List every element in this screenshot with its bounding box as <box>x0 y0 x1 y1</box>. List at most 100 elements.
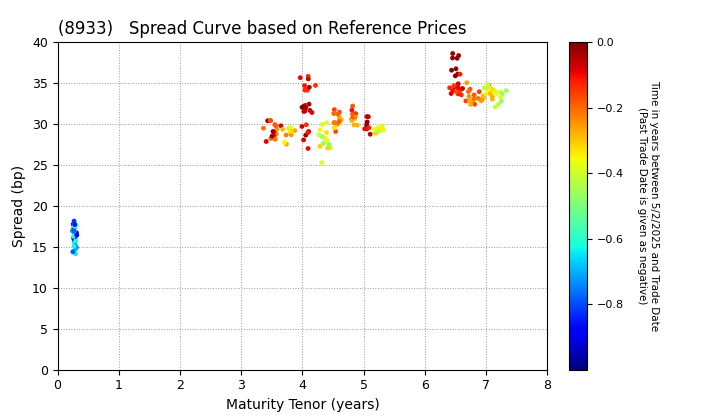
Point <box>300 121 312 128</box>
Point <box>67 249 78 255</box>
Point <box>347 102 359 109</box>
Point <box>306 109 318 116</box>
Point <box>475 97 487 104</box>
Point <box>69 242 81 249</box>
Point <box>331 121 343 128</box>
Point <box>303 101 315 108</box>
Point <box>297 104 308 110</box>
Point <box>453 52 464 59</box>
Point <box>349 116 361 122</box>
Point <box>267 128 279 135</box>
Point <box>319 135 330 142</box>
Point <box>346 107 358 113</box>
Point <box>452 71 464 77</box>
Point <box>464 97 475 104</box>
Point <box>300 132 312 139</box>
Point <box>487 96 498 102</box>
Point <box>303 128 315 135</box>
Point <box>451 88 462 95</box>
Point <box>300 87 311 94</box>
Point <box>325 144 336 151</box>
Point <box>269 129 280 136</box>
Point <box>370 130 382 136</box>
Point <box>300 104 312 111</box>
Point <box>328 124 340 131</box>
Point <box>495 94 506 100</box>
Point <box>67 228 78 234</box>
Point <box>376 125 387 132</box>
Point <box>69 234 81 241</box>
Point <box>269 136 281 143</box>
Point <box>265 135 276 142</box>
Point <box>346 116 357 122</box>
Point <box>346 111 358 118</box>
Point <box>277 126 289 133</box>
Point <box>70 232 81 239</box>
Point <box>360 125 372 132</box>
Point <box>69 238 81 244</box>
Point <box>316 159 328 166</box>
Point <box>269 135 281 142</box>
Point <box>351 122 363 129</box>
Point <box>262 118 274 124</box>
Point <box>315 126 326 133</box>
Point <box>460 97 472 104</box>
Point <box>449 73 461 79</box>
Point <box>469 92 480 98</box>
Point <box>270 123 282 129</box>
Text: Time in years between 5/2/2025 and Trade Date
(Past Trade Date is given as negat: Time in years between 5/2/2025 and Trade… <box>637 80 659 331</box>
Point <box>490 91 501 97</box>
Point <box>465 101 477 108</box>
Point <box>323 141 335 148</box>
Point <box>298 108 310 115</box>
Point <box>447 55 459 61</box>
Point <box>363 113 374 120</box>
Point <box>451 55 463 62</box>
Point <box>71 232 83 239</box>
Point <box>478 94 490 101</box>
Point <box>330 128 341 135</box>
Point <box>68 228 79 234</box>
Point <box>472 95 484 102</box>
Point <box>361 126 372 132</box>
Point <box>454 71 466 78</box>
Point <box>495 89 506 95</box>
Point <box>320 129 332 136</box>
Point <box>275 122 287 129</box>
Point <box>483 82 495 89</box>
Point <box>69 221 81 228</box>
Point <box>302 73 314 80</box>
Point <box>298 136 310 143</box>
Point <box>456 85 468 92</box>
Point <box>321 119 333 126</box>
Point <box>281 141 292 147</box>
Point <box>68 223 80 230</box>
Point <box>336 116 347 123</box>
Point <box>478 84 490 91</box>
Point <box>304 107 315 114</box>
Point <box>71 229 82 236</box>
Point <box>444 84 455 91</box>
Point <box>68 221 79 228</box>
Point <box>68 229 80 236</box>
Point <box>258 125 269 131</box>
Point <box>313 132 325 139</box>
Point <box>456 92 467 98</box>
Point <box>482 89 494 96</box>
Point <box>70 250 81 257</box>
Text: (8933)   Spread Curve based on Reference Prices: (8933) Spread Curve based on Reference P… <box>58 20 467 38</box>
Point <box>68 236 80 242</box>
Point <box>285 124 297 131</box>
Point <box>70 243 81 250</box>
Point <box>480 91 492 97</box>
Point <box>285 128 297 135</box>
Point <box>68 243 80 249</box>
Point <box>314 143 325 150</box>
Point <box>328 106 340 113</box>
Point <box>283 125 294 131</box>
Point <box>68 233 79 240</box>
Point <box>333 118 345 125</box>
Point <box>322 144 333 151</box>
Point <box>361 121 372 128</box>
Point <box>71 222 82 228</box>
